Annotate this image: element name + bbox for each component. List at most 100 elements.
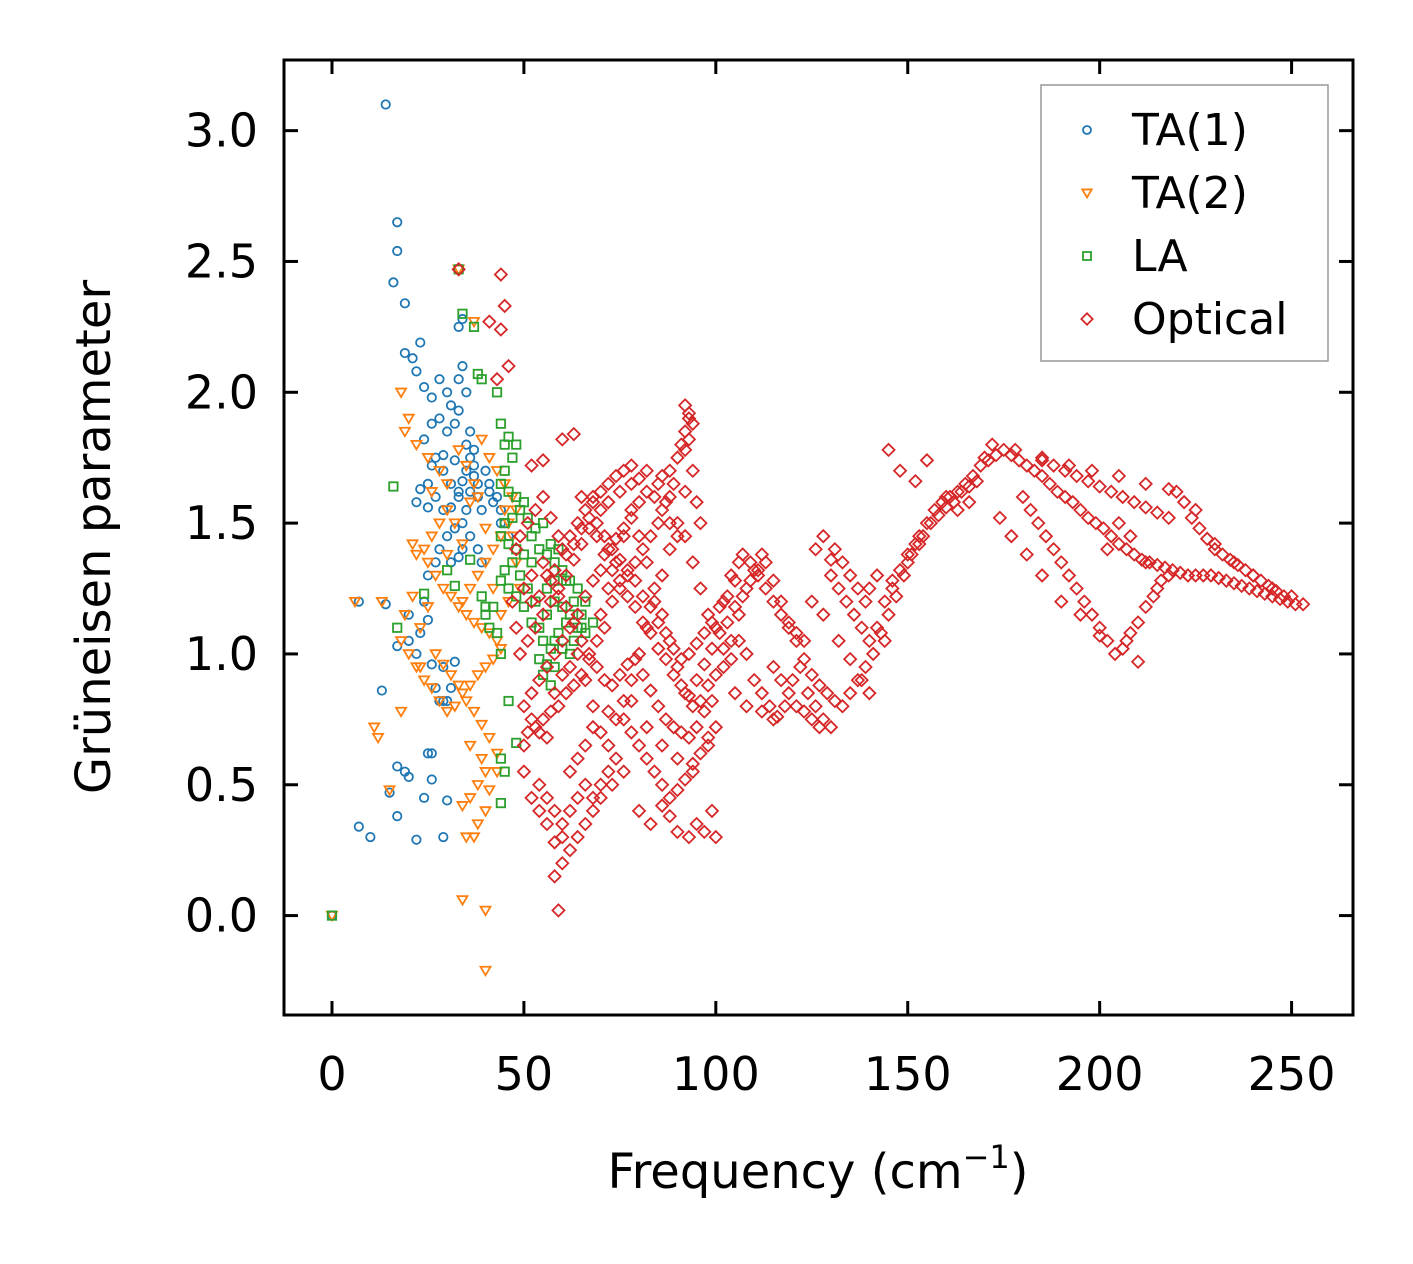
data-point [816,607,831,622]
data-point [624,458,639,473]
data-point [545,680,556,691]
data-point [522,583,533,594]
data-point [712,599,727,615]
data-point [490,466,504,478]
data-point [1138,476,1153,492]
data-point [773,672,789,688]
data-point [541,549,553,560]
data-point [754,685,770,701]
data-point [455,688,470,700]
data-point [658,651,674,667]
data-point [499,518,510,529]
data-point [704,615,720,630]
data-point [693,515,708,531]
data-point [445,400,457,411]
data-point [658,712,674,727]
data-point [551,903,566,918]
data-point [685,555,701,570]
data-point [440,706,454,719]
data-point [543,594,559,609]
x-axis-title: Frequency (cm−1) [607,1138,1028,1200]
data-point [666,641,681,656]
data-point [670,528,685,544]
data-point [704,641,720,656]
data-point [697,704,712,719]
data-point [413,662,427,674]
data-point [455,539,470,551]
data-point [674,678,689,693]
data-point [543,573,559,588]
data-point [376,685,387,696]
data-point [1242,581,1257,596]
data-point [624,502,639,518]
data-point [562,842,578,858]
data-point [631,738,647,753]
data-point [531,725,547,740]
data-point [547,646,562,662]
data-point [681,646,697,662]
data-point [635,667,651,683]
data-point [403,771,414,783]
data-point [666,667,681,683]
data-point [781,620,797,636]
data-point [1234,578,1249,594]
data-point [516,764,532,779]
data-point [681,688,697,704]
data-point [562,803,578,819]
data-point [750,568,766,583]
data-point [392,811,403,822]
data-point [578,816,593,832]
legend-marker [1080,188,1094,200]
data-point [449,580,460,592]
data-point [816,528,831,544]
data-point [616,712,631,727]
data-point [670,782,685,798]
data-point [601,542,616,557]
y-tick-label: 3.0 [185,104,258,158]
data-point [1268,583,1284,599]
data-point [812,719,827,735]
data-point [1054,594,1069,609]
data-point [445,502,457,513]
data-point [620,589,635,604]
data-point [1165,562,1180,578]
data-point [842,651,858,667]
data-point [604,594,620,609]
data-point [662,808,678,824]
data-point [426,748,437,759]
data-point [1111,515,1127,531]
data-point [471,570,485,582]
data-point [1092,479,1107,494]
data-point [1034,568,1050,583]
data-point [471,670,485,682]
data-point [463,497,477,509]
data-point [576,609,587,620]
data-point [685,756,701,772]
data-point [534,622,545,633]
data-point [499,565,510,576]
data-point [434,544,445,555]
data-point [650,476,666,492]
data-point [422,748,434,759]
data-point [570,515,585,531]
data-point [858,659,873,675]
data-point [858,594,873,609]
data-point [535,453,551,468]
data-point [545,538,556,550]
data-point [804,594,820,609]
data-point [578,589,593,604]
data-point [388,277,399,288]
data-point [398,426,412,439]
data-point [398,610,412,622]
data-point [1115,489,1130,505]
data-point [1265,589,1280,604]
legend-label: Optical [1132,294,1287,345]
data-point [541,609,553,620]
data-point [908,536,923,552]
data-point [534,654,545,665]
data-point [881,442,896,458]
data-point [539,659,555,675]
data-point [662,790,678,806]
data-point [915,528,931,544]
data-point [766,594,781,609]
